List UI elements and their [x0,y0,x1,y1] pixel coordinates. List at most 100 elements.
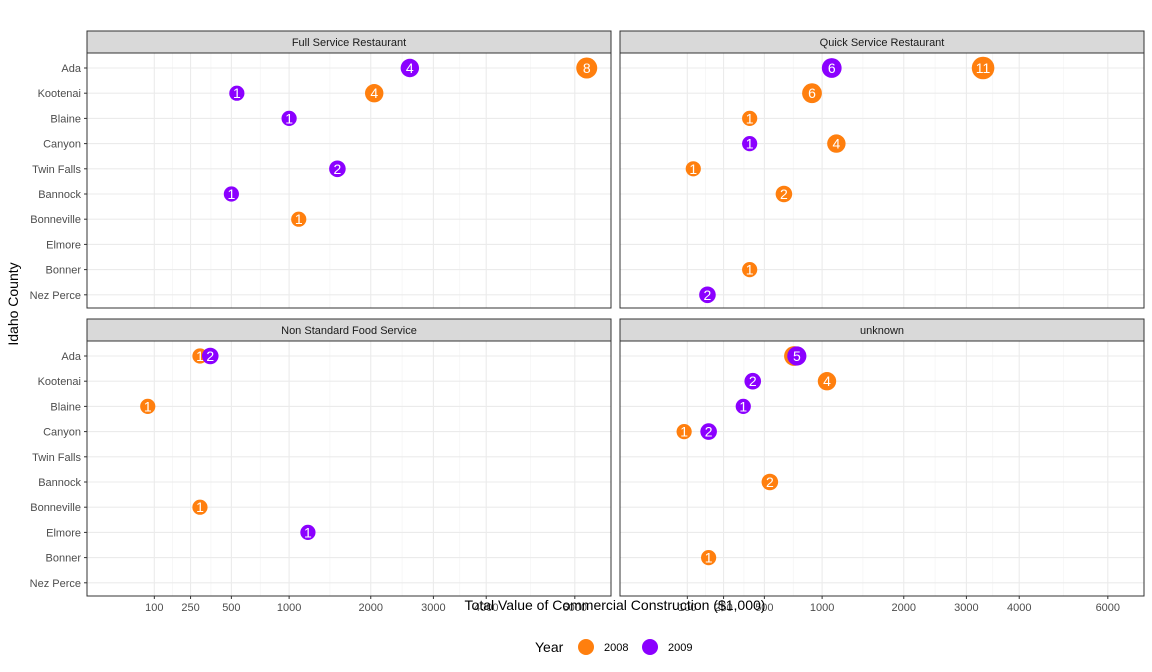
panel-border [86,52,612,309]
panel-border [86,340,612,597]
point-kootenai-2009 [744,372,762,390]
point-label: 1 [304,524,312,540]
legend-label-2008: 2008 [604,642,628,654]
y-tick-label-bonner: Bonner [46,265,82,277]
point-canyon-2008 [827,134,846,153]
point-ada-2009 [821,58,842,78]
x-tick-label-6000: 6000 [1096,602,1120,614]
point-label: 2 [749,373,757,389]
point-kootenai-2008 [365,84,384,103]
point-label: 2 [206,348,214,364]
panel-border [619,52,1145,309]
point-bonner-2008 [742,262,758,278]
point-label: 1 [746,110,754,126]
point-label: 4 [832,136,840,152]
y-tick-label-ada: Ada [61,63,81,75]
panels: Full Service Restaurant Ada Kootenai Blaine… [30,30,1145,614]
point-ada-2009 [400,58,420,78]
x-tick-label-3000: 3000 [954,602,978,614]
x-tick-label-4000: 4000 [474,602,498,614]
point-label: 2 [780,186,788,202]
point-label: 6 [808,85,816,101]
y-axis-label: Idaho County [5,262,21,345]
point-kootenai-2008 [817,372,837,391]
panel-unknown: unknown100250500100020003000400060006542… [619,318,1145,614]
x-tick-label-500: 500 [222,602,240,614]
facet-title: Full Service Restaurant [292,37,406,49]
point-label: 11 [976,60,991,76]
y-tick-label-bonneville: Bonneville [30,214,81,226]
y-tick-label-ada: Ada [61,351,81,363]
y-tick-label-nez-perce: Nez Perce [30,578,81,590]
point-label: 1 [746,262,754,278]
point-twin-falls-2009 [329,160,346,178]
point-label: 6 [828,60,836,76]
x-tick-label-100: 100 [145,602,163,614]
x-tick-label-2000: 2000 [359,602,383,614]
panel-full-service-restaurant: Full Service Restaurant Ada Kootenai Blaine… [30,30,612,309]
y-tick-label-twin-falls: Twin Falls [32,452,81,464]
point-bonner-2008 [701,550,717,566]
point-canyon-2009 [742,136,758,152]
y-tick-label-canyon: Canyon [43,139,81,151]
point-label: 4 [406,60,414,76]
y-tick-label-kootenai: Kootenai [38,376,81,388]
legend-key-2009 [642,639,658,655]
y-tick-label-elmore: Elmore [46,239,81,251]
point-label: 2 [766,474,774,490]
point-label: 4 [370,85,378,101]
legend: Year 2008 2009 [535,639,692,655]
y-tick-label-bonner: Bonner [46,553,82,565]
y-tick-label-nez-perce: Nez Perce [30,290,81,302]
x-tick-label-100: 100 [678,602,696,614]
point-label: 1 [196,499,204,515]
y-tick-label-twin-falls: Twin Falls [32,164,81,176]
x-tick-label-250: 250 [181,602,199,614]
legend-key-2008 [578,639,594,655]
x-tick-label-1000: 1000 [277,602,301,614]
x-tick-label-1000: 1000 [810,602,834,614]
x-tick-label-4000: 4000 [1007,602,1031,614]
point-label: 8 [583,60,591,76]
point-label: 1 [144,398,152,414]
point-nez-perce-2009 [699,286,716,304]
point-label: 2 [705,424,713,440]
point-label: 1 [739,398,747,414]
x-axis-label: Total Value of Commercial Construction (… [465,597,766,613]
legend-title: Year [535,639,564,655]
y-tick-label-blaine: Blaine [50,113,81,125]
y-tick-label-bannock: Bannock [38,189,81,201]
point-label: 1 [680,424,688,440]
point-label: 5 [793,348,801,364]
point-label: 1 [233,85,241,101]
point-blaine-2009 [281,110,297,126]
x-tick-label-6000: 6000 [563,602,587,614]
panel-border [619,340,1145,597]
y-tick-label-bonneville: Bonneville [30,502,81,514]
y-tick-label-kootenai: Kootenai [38,88,81,100]
point-blaine-2008 [742,110,758,126]
point-blaine-2008 [140,398,156,414]
point-label: 1 [227,186,235,202]
point-label: 1 [196,348,204,364]
y-tick-label-elmore: Elmore [46,527,81,539]
point-label: 1 [285,110,293,126]
point-kootenai-2009 [229,85,245,101]
point-label: 1 [746,136,754,152]
point-label: 2 [334,161,342,177]
point-label: 1 [705,550,713,566]
panel-non-standard-food-service: Non Standard Food Service Ada Kootenai Blai… [30,318,612,614]
legend-label-2009: 2009 [668,642,692,654]
point-ada-2008 [576,57,598,79]
point-bonneville-2008 [192,499,208,515]
point-bonneville-2008 [291,211,307,227]
point-ada-2008 [971,56,995,80]
facet-title: Quick Service Restaurant [820,37,945,49]
point-ada-2009 [787,346,807,366]
point-label: 1 [295,211,303,227]
y-tick-label-bannock: Bannock [38,477,81,489]
point-twin-falls-2008 [685,161,701,177]
point-bannock-2009 [223,186,239,202]
